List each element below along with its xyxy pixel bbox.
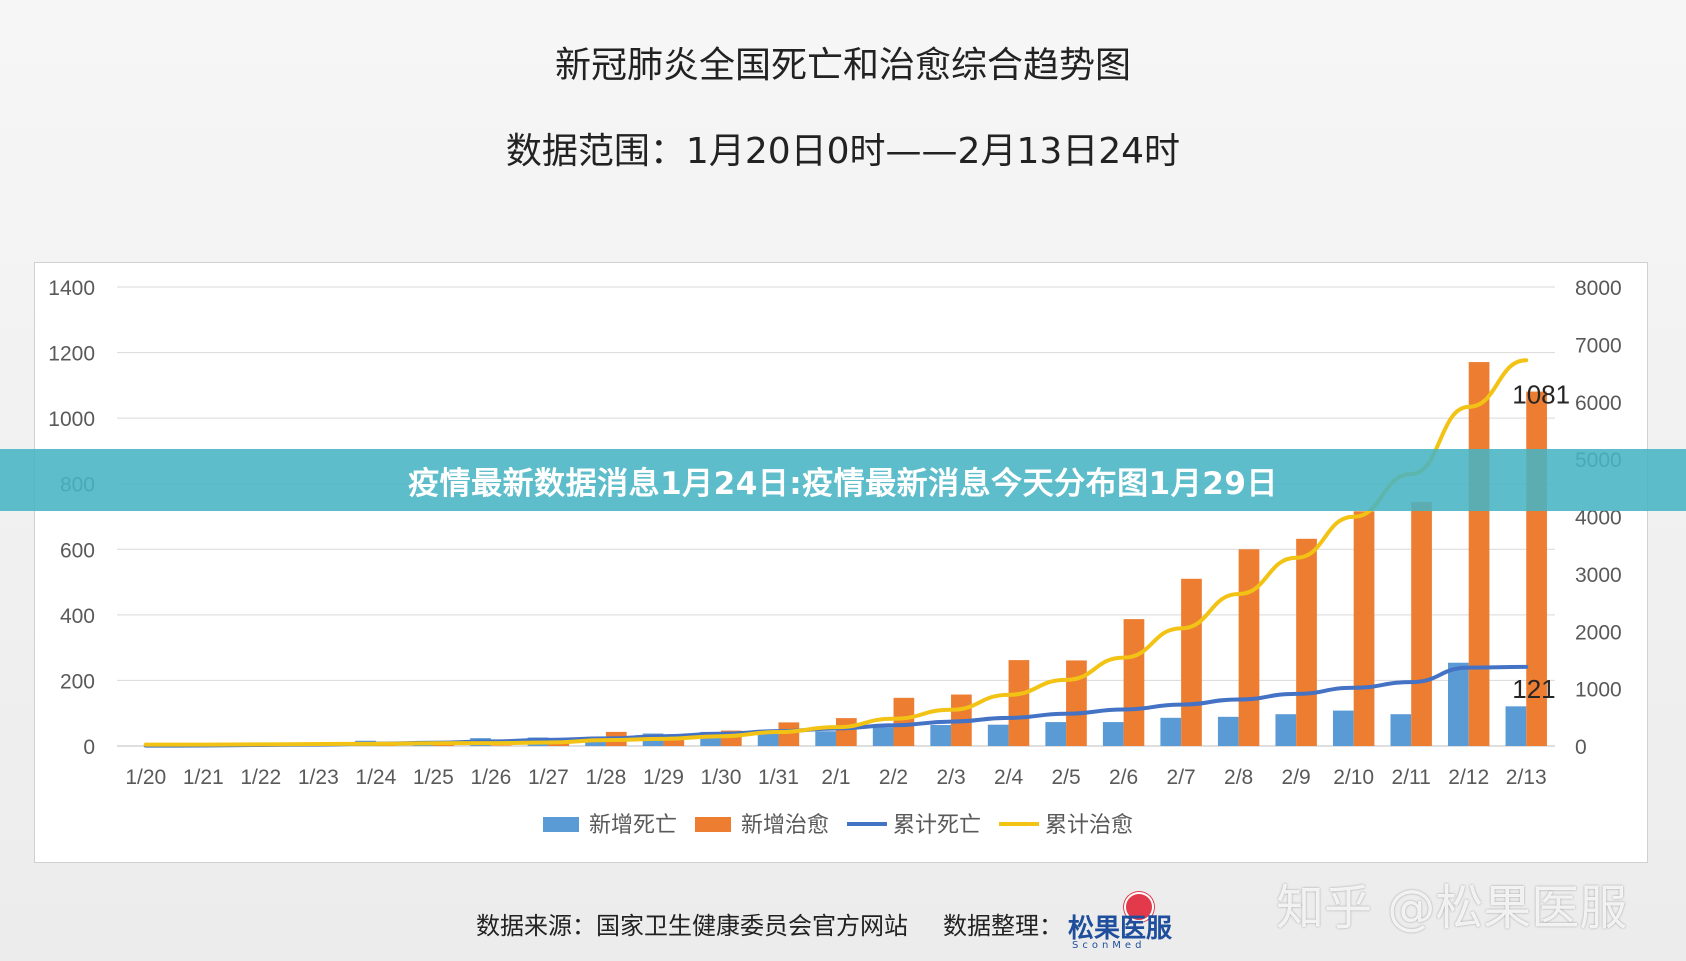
- x-tick-label: 2/7: [1167, 766, 1196, 789]
- headline-banner: 疫情最新数据消息1月24日:疫情最新消息今天分布图1月29日: [0, 449, 1686, 511]
- y-right-tick-label: 2000: [1575, 621, 1622, 644]
- x-tick-label: 1/31: [758, 766, 799, 789]
- bar-new-deaths: [757, 730, 779, 746]
- y-left-tick-label: 200: [60, 670, 95, 693]
- bar-new-cured: [490, 745, 512, 746]
- bar-new-deaths: [1102, 722, 1124, 746]
- bar-new-deaths: [1332, 710, 1354, 746]
- bar-new-cured: [1468, 362, 1490, 746]
- x-tick-label: 2/4: [994, 766, 1024, 789]
- x-tick-label: 2/8: [1224, 766, 1253, 789]
- x-tick-label: 2/13: [1506, 766, 1547, 789]
- bar-new-cured: [836, 718, 857, 746]
- legend-label: 累计死亡: [893, 813, 981, 838]
- legend-label: 新增死亡: [589, 813, 677, 838]
- x-tick-label: 2/2: [879, 766, 908, 789]
- y-left-tick-label: 1400: [48, 277, 95, 300]
- x-tick-label: 2/9: [1282, 766, 1311, 789]
- bar-new-deaths: [1217, 716, 1239, 746]
- y-left-tick-label: 0: [83, 736, 95, 759]
- bar-new-deaths: [1045, 722, 1067, 746]
- x-tick-label: 1/29: [643, 766, 684, 789]
- data-source: 数据来源：国家卫生健康委员会官方网站: [476, 912, 908, 940]
- legend-label: 新增治愈: [741, 813, 829, 838]
- bar-new-deaths: [1275, 714, 1297, 746]
- x-tick-label: 1/27: [528, 766, 569, 789]
- y-left-tick-label: 600: [60, 539, 95, 562]
- x-tick-label: 2/1: [821, 766, 850, 789]
- bar-new-cured: [893, 697, 915, 746]
- bar-new-deaths: [1448, 662, 1469, 746]
- y-right-tick-label: 0: [1575, 736, 1587, 759]
- x-tick-label: 1/25: [413, 766, 454, 789]
- x-tick-label: 1/26: [470, 766, 511, 789]
- data-label: 1081: [1512, 380, 1570, 410]
- y-left-tick-label: 400: [60, 605, 95, 628]
- logo-subtext: SconMed: [1072, 940, 1146, 951]
- bar-new-cured: [1411, 502, 1432, 746]
- banner-text: 疫情最新数据消息1月24日:疫情最新消息今天分布图1月29日: [408, 465, 1278, 502]
- legend-label: 累计治愈: [1045, 813, 1133, 838]
- bar-new-deaths: [872, 727, 894, 746]
- bar-new-cured: [1123, 619, 1145, 746]
- bar-new-cured: [1066, 660, 1087, 746]
- y-right-tick-label: 8000: [1575, 277, 1622, 300]
- bar-new-cured: [1181, 578, 1202, 746]
- chart-subtitle: 数据范围：1月20日0时——2月13日24时: [505, 131, 1181, 172]
- data-editor-label: 数据整理：: [943, 912, 1063, 940]
- legend-swatch: [543, 817, 579, 832]
- bar-new-deaths: [815, 731, 836, 746]
- logo-text: 松果医服: [1068, 914, 1173, 944]
- logo-mark-icon: [1124, 892, 1154, 922]
- y-right-tick-label: 3000: [1575, 564, 1622, 587]
- bar-new-deaths: [987, 724, 1009, 746]
- y-left-tick-label: 1200: [48, 343, 95, 366]
- bar-new-deaths: [930, 725, 952, 746]
- bar-new-cured: [1008, 660, 1030, 746]
- chart-frame: 0200400600800100012001400010002000300040…: [34, 262, 1648, 863]
- chart-title: 新冠肺炎全国死亡和治愈综合趋势图: [554, 45, 1131, 86]
- x-tick-label: 1/30: [701, 766, 742, 789]
- x-tick-label: 1/28: [585, 766, 626, 789]
- line-cumulative-cured: [143, 358, 1529, 747]
- x-tick-label: 2/11: [1392, 766, 1431, 789]
- data-label: 121: [1512, 674, 1555, 704]
- legend-swatch: [695, 817, 731, 832]
- x-tick-label: 1/22: [240, 766, 281, 789]
- y-right-tick-label: 7000: [1575, 334, 1622, 357]
- combo-chart: 0200400600800100012001400010002000300040…: [48, 277, 1622, 838]
- bar-new-cured: [1238, 549, 1260, 746]
- bar-new-deaths: [1160, 717, 1182, 746]
- x-tick-label: 2/6: [1109, 766, 1138, 789]
- bar-new-cured: [1353, 511, 1375, 746]
- x-tick-label: 2/3: [936, 766, 965, 789]
- x-tick-label: 2/12: [1448, 766, 1489, 789]
- y-right-tick-label: 1000: [1575, 679, 1622, 702]
- bar-new-cured: [1296, 538, 1317, 746]
- x-tick-label: 1/20: [125, 766, 166, 789]
- x-tick-label: 1/21: [183, 766, 224, 789]
- x-tick-label: 2/10: [1333, 766, 1374, 789]
- sconmed-logo: 松果医服 SconMed: [1068, 888, 1198, 954]
- bar-new-cured: [778, 722, 800, 746]
- x-tick-label: 1/24: [355, 766, 396, 789]
- bar-new-cured: [548, 743, 570, 746]
- x-tick-label: 1/23: [298, 766, 339, 789]
- bar-new-deaths: [1390, 714, 1412, 746]
- bar-new-deaths: [1505, 706, 1527, 746]
- y-right-tick-label: 4000: [1575, 507, 1622, 530]
- bar-new-cured: [663, 739, 685, 746]
- y-right-tick-label: 6000: [1575, 392, 1622, 415]
- x-tick-label: 2/5: [1051, 766, 1080, 789]
- watermark: 知乎 @松果医服: [1276, 880, 1628, 936]
- y-left-tick-label: 1000: [48, 408, 95, 431]
